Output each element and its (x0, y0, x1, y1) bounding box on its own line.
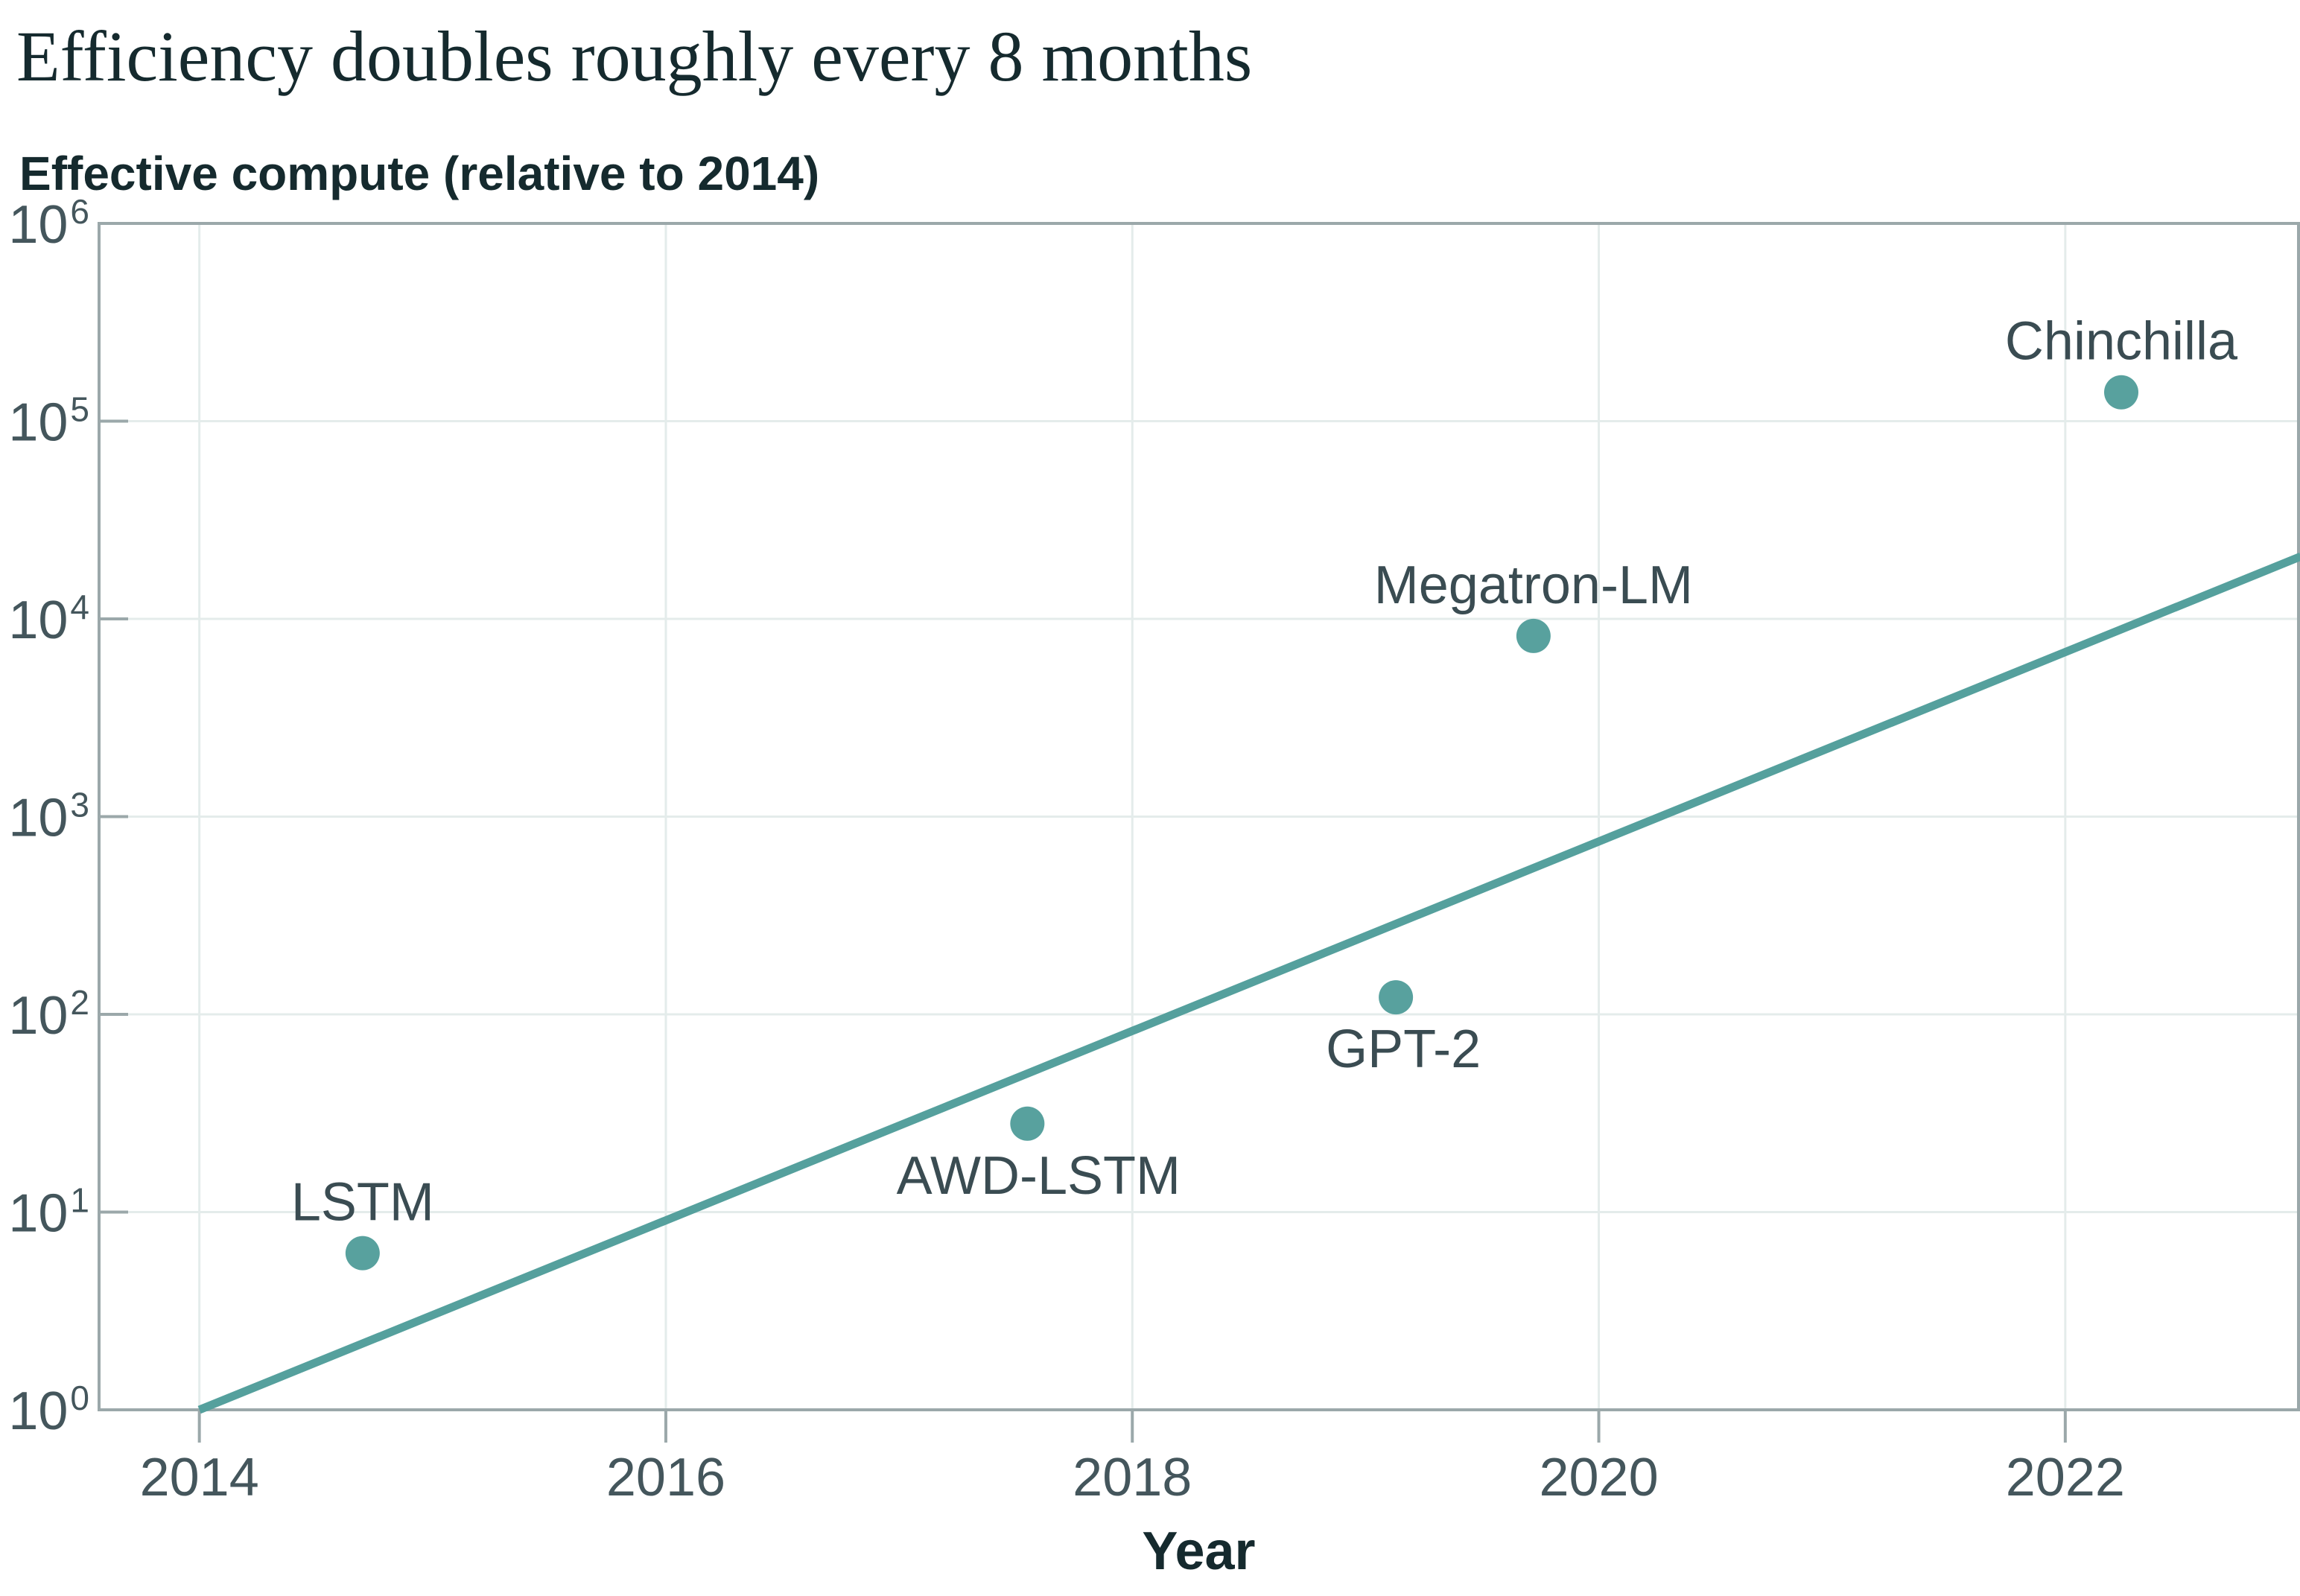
point-label-megatron-lm: Megatron-LM (1374, 556, 1693, 615)
y-tick-exponent: 3 (70, 786, 89, 824)
y-tick-label: 100 (8, 1379, 89, 1441)
x-tick-label: 2016 (606, 1448, 725, 1507)
x-axis-title: Year (1142, 1522, 1256, 1581)
y-tick-exponent: 5 (70, 390, 89, 429)
y-tick-exponent: 0 (70, 1379, 89, 1417)
data-point-chinchilla (2104, 375, 2139, 410)
point-label-gpt-2: GPT-2 (1326, 1020, 1481, 1079)
y-tick-label: 105 (8, 390, 89, 453)
x-tick-label: 2020 (1539, 1448, 1658, 1507)
trend-line (197, 553, 2300, 1414)
y-tick-label: 102 (8, 983, 89, 1046)
x-tick-label: 2022 (2006, 1448, 2125, 1507)
data-point-lstm (345, 1236, 380, 1271)
plot-frame (98, 222, 2300, 1411)
point-label-awd-lstm: AWD-LSTM (897, 1146, 1181, 1206)
y-tick-label: 101 (8, 1181, 89, 1244)
point-label-lstm: LSTM (291, 1173, 434, 1233)
y-tick-exponent: 1 (70, 1181, 89, 1220)
y-tick-label: 103 (8, 786, 89, 848)
y-tick-exponent: 2 (70, 983, 89, 1022)
chart-title: Efficiency doubles roughly every 8 month… (16, 16, 1253, 96)
chart-subtitle: Effective compute (relative to 2014) (19, 147, 820, 200)
x-tick-label: 2018 (1073, 1448, 1192, 1507)
x-tick-label: 2014 (140, 1448, 259, 1507)
y-tick-label: 106 (8, 192, 89, 255)
y-tick-exponent: 6 (70, 192, 89, 231)
data-point-gpt-2 (1379, 980, 1414, 1015)
y-tick-label: 104 (8, 588, 89, 650)
y-tick-exponent: 4 (70, 588, 89, 626)
point-label-chinchilla: Chinchilla (2005, 312, 2238, 372)
data-point-awd-lstm (1010, 1106, 1045, 1141)
data-point-megatron-lm (1516, 618, 1551, 653)
